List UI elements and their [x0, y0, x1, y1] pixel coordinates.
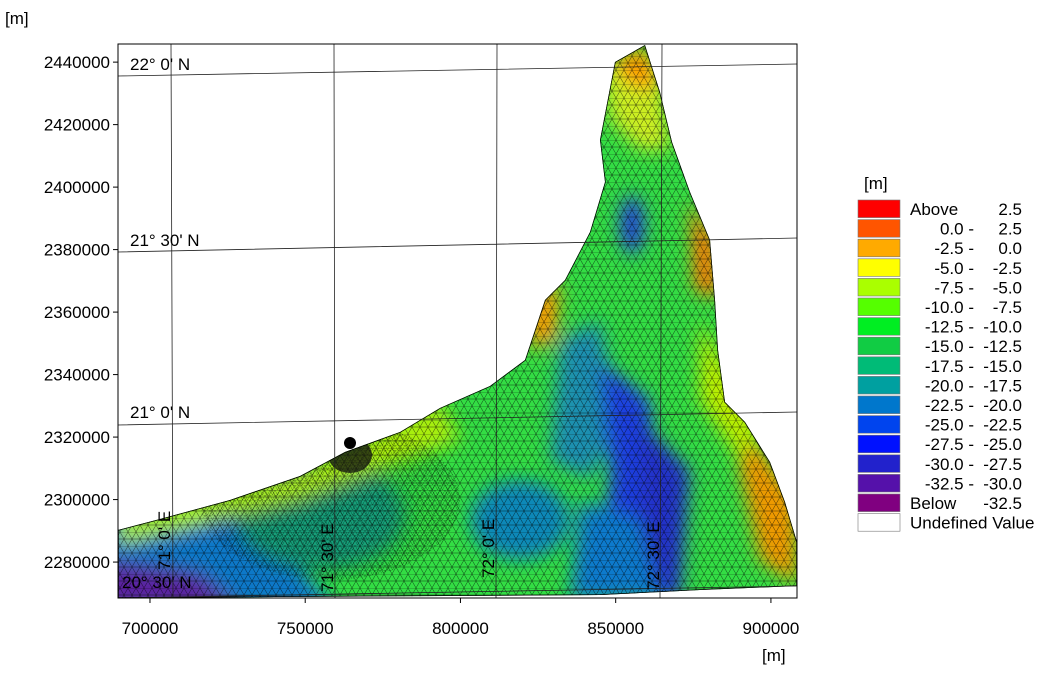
x-tick-label: 850000	[587, 619, 644, 638]
graticule-label: 21° 30' N	[130, 231, 200, 250]
y-tick-label: 2360000	[44, 303, 110, 322]
legend-swatch	[857, 297, 901, 316]
legend-label: -10.0 -	[925, 298, 974, 317]
legend-label: -15.0 -	[925, 337, 974, 356]
legend-swatch	[857, 493, 901, 512]
legend-label: 2.5	[998, 200, 1022, 219]
legend-swatch	[857, 199, 901, 218]
x-tick-label: 700000	[122, 619, 179, 638]
legend-label: -15.0	[983, 357, 1022, 376]
legend-label: -30.0	[983, 474, 1022, 493]
legend-label: -22.5 -	[925, 396, 974, 415]
y-tick-label: 2280000	[44, 553, 110, 572]
mesh-domain	[118, 44, 797, 598]
legend-label: -32.5 -	[925, 474, 974, 493]
y-tick-label: 2300000	[44, 491, 110, 510]
legend-swatch	[857, 278, 901, 297]
legend-label: -32.5	[983, 494, 1022, 513]
legend-label: -2.5 -	[934, 239, 974, 258]
legend-label: -25.0 -	[925, 416, 974, 435]
legend-swatch	[857, 395, 901, 414]
legend-swatch	[857, 317, 901, 336]
legend-swatch	[857, 513, 901, 532]
x-tick-label: 800000	[432, 619, 489, 638]
legend-swatch	[857, 258, 901, 277]
legend-label: -20.0 -	[925, 376, 974, 395]
legend-label: -10.0	[983, 318, 1022, 337]
graticule-label: 22° 0' N	[130, 55, 190, 74]
legend-label: Above	[910, 200, 958, 219]
legend-label: -7.5 -	[934, 278, 974, 297]
legend-label: -12.5	[983, 337, 1022, 356]
legend-swatch	[857, 415, 901, 434]
legend-label: -12.5 -	[925, 318, 974, 337]
graticule-label: 71° 30' E	[318, 523, 337, 592]
x-tick-label: 750000	[277, 619, 334, 638]
legend-label: -2.5	[993, 259, 1022, 278]
legend-label: -5.0	[993, 278, 1022, 297]
y-tick-label: 2400000	[44, 178, 110, 197]
graticule-label: 71° 0' E	[155, 511, 174, 570]
y-tick-label: 2420000	[44, 116, 110, 135]
legend-label: -17.5	[983, 376, 1022, 395]
legend-label: 2.5	[998, 220, 1022, 239]
graticule-label: 72° 30' E	[644, 521, 663, 590]
y-unit-label: [m]	[5, 9, 29, 28]
legend-swatch	[857, 336, 901, 356]
y-tick-label: 2440000	[44, 53, 110, 72]
legend-swatch	[857, 434, 901, 454]
legend-label: 0.0 -	[940, 220, 974, 239]
legend-label: -20.0	[983, 396, 1022, 415]
legend-label: 0.0	[998, 239, 1022, 258]
graticule-label: 72° 0' E	[479, 519, 498, 578]
legend-label: -27.5	[983, 455, 1022, 474]
legend-label: -7.5	[993, 298, 1022, 317]
plot-frame	[117, 43, 798, 599]
y-tick-label: 2340000	[44, 366, 110, 385]
legend-label: -22.5	[983, 416, 1022, 435]
legend-label: -5.0 -	[934, 259, 974, 278]
legend-title: [m]	[864, 174, 888, 193]
x-tick-label: 900000	[743, 619, 800, 638]
legend-swatch	[857, 219, 901, 238]
legend-swatch	[857, 238, 901, 258]
graticule-label: 21° 0' N	[130, 403, 190, 422]
legend-label: -25.0	[983, 435, 1022, 454]
x-unit-label: [m]	[762, 646, 786, 665]
legend-swatch	[857, 474, 901, 493]
legend-swatch	[857, 376, 901, 395]
legend-label: -17.5 -	[925, 357, 974, 376]
y-tick-label: 2320000	[44, 428, 110, 447]
legend-swatch	[857, 454, 901, 473]
legend-label: -30.0 -	[925, 455, 974, 474]
y-tick-label: 2380000	[44, 241, 110, 260]
legend-label: Undefined Value	[910, 514, 1034, 533]
legend-label: Below	[910, 494, 957, 513]
legend-swatch	[857, 356, 901, 375]
legend-label: -27.5 -	[925, 435, 974, 454]
graticule-label: 20° 30' N	[122, 573, 192, 592]
